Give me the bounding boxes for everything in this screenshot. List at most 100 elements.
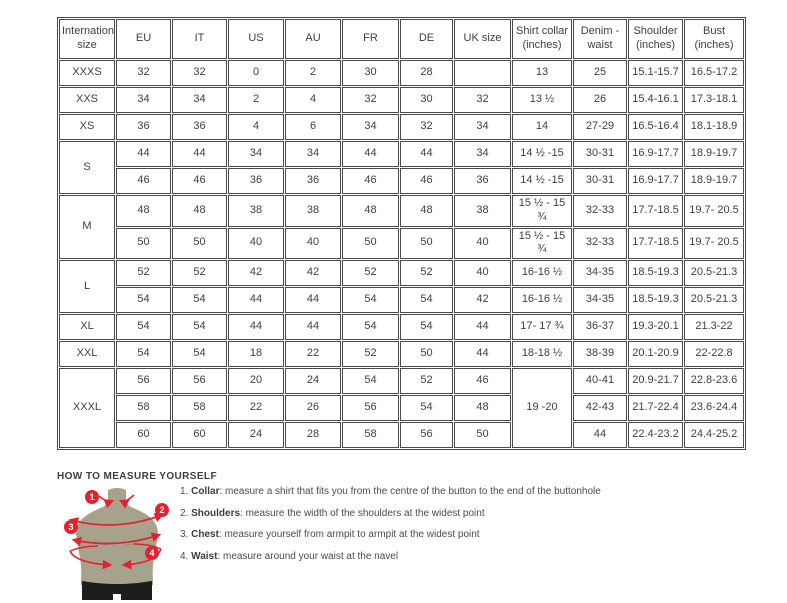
table-cell: 54 — [342, 314, 399, 340]
column-header-6: DE — [400, 19, 453, 59]
table-cell: 42-43 — [573, 395, 627, 421]
table-cell: 46 — [116, 168, 171, 194]
table-cell: 46 — [342, 168, 399, 194]
measure-content: 1 2 3 4 1. Collar: measure a shirt that fit… — [57, 485, 787, 603]
table-row: XL 54 54 44 44 54 54 44 17- 17 ¾ 36-37 19.3-20.1 21… — [59, 314, 744, 340]
table-cell: 16-16 ½ — [512, 287, 572, 313]
table-cell: 23.6-24.4 — [684, 395, 744, 421]
table-cell: 30 — [400, 87, 453, 113]
step-number: 1. — [180, 486, 192, 497]
table-cell: 46 — [172, 168, 227, 194]
table-cell: 22.8-23.6 — [684, 368, 744, 394]
table-cell: 50 — [116, 227, 171, 259]
table-cell: 50 — [400, 341, 453, 367]
table-cell: 54 — [116, 314, 171, 340]
table-cell: 17.7-18.5 — [628, 195, 683, 227]
measurement-figure: 1 2 3 4 — [58, 485, 176, 603]
table-cell: 52 — [116, 260, 171, 286]
column-header-4: AU — [285, 19, 341, 59]
table-cell: 22 — [228, 395, 284, 421]
table-cell: 46 — [454, 368, 511, 394]
table-row: XXS 34 34 2 4 32 30 32 13 ½ 26 15.4-16.1 17.3-18.1 — [59, 87, 744, 113]
table-cell: 18.5-19.3 — [628, 260, 683, 286]
table-cell: 44 — [573, 422, 627, 448]
table-cell: 38 — [285, 195, 341, 227]
table-cell: 52 — [172, 260, 227, 286]
table-cell: 34 — [228, 141, 284, 167]
table-cell — [454, 60, 511, 86]
column-header-10: Shoulder (inches) — [628, 19, 683, 59]
step-label: Shoulders — [191, 507, 241, 519]
column-header-8: Shirt collar (inches) — [512, 19, 572, 59]
table-row: XXL 54 54 18 22 52 50 44 18-18 ½ 38-39 20.1-20.9 22… — [59, 341, 744, 367]
table-cell: 44 — [454, 341, 511, 367]
table-cell: 13 ½ — [512, 87, 572, 113]
measure-instructions: 1. Collar: measure a shirt that fits you… — [176, 486, 601, 572]
table-cell: 36 — [285, 168, 341, 194]
table-cell: 44 — [454, 314, 511, 340]
table-row: XS 36 36 4 6 34 32 34 14 27-29 16.5-16.4 18.1-18.9 — [59, 114, 744, 140]
step-text: : measure the width of the shoulders at … — [240, 507, 485, 519]
table-row: XXXS 32 32 0 2 30 28 13 25 15.1-15.7 16.5-17.2 — [59, 60, 744, 86]
table-cell: 38 — [454, 195, 511, 227]
step-text: : measure a shirt that fits you from the… — [219, 486, 601, 497]
measure-step-1: 1. Collar: measure a shirt that fits you… — [180, 486, 601, 497]
table-cell: 60 — [116, 422, 171, 448]
table-cell: 2 — [285, 60, 341, 86]
table-cell: 42 — [228, 260, 284, 286]
column-header-11: Bust (inches) — [684, 19, 744, 59]
mannequin-torso — [76, 488, 158, 585]
table-cell: 50 — [172, 227, 227, 259]
table-cell: 44 — [116, 141, 171, 167]
column-header-9: Denim - waist — [573, 19, 627, 59]
table-cell: 50 — [342, 227, 399, 259]
table-cell: 20.5-21.3 — [684, 287, 744, 313]
table-cell: 15 ½ - 15 ¾ — [512, 195, 572, 227]
table-cell: 15 ½ - 15 ¾ — [512, 227, 572, 259]
table-cell: 52 — [342, 260, 399, 286]
table-cell: 18.9-19.7 — [684, 168, 744, 194]
column-header-5: FR — [342, 19, 399, 59]
table-cell: 52 — [400, 260, 453, 286]
table-cell: 52 — [400, 368, 453, 394]
table-cell: 4 — [285, 87, 341, 113]
table-cell: 38-39 — [573, 341, 627, 367]
table-cell: 54 — [116, 341, 171, 367]
table-cell: 54 — [172, 341, 227, 367]
table-cell: 32 — [400, 114, 453, 140]
table-cell: 54 — [400, 314, 453, 340]
table-cell: 24 — [285, 368, 341, 394]
table-cell: 54 — [342, 368, 399, 394]
size-label-cell: M — [59, 195, 115, 259]
figure-marker-3: 3 — [64, 520, 78, 534]
table-cell: 34 — [342, 114, 399, 140]
table-cell: 24.4-25.2 — [684, 422, 744, 448]
table-row: 60 60 24 28 58 56 50 44 22.4-23.2 24.4-25.2 — [59, 422, 744, 448]
table-cell: 18.9-19.7 — [684, 141, 744, 167]
table-cell: 18 — [228, 341, 284, 367]
step-text: : measure yourself from armpit to armpit… — [218, 529, 480, 540]
table-cell: 32 — [172, 60, 227, 86]
step-label: Collar — [191, 486, 220, 497]
table-cell: 16.5-17.2 — [684, 60, 744, 86]
table-cell: 40 — [285, 227, 341, 259]
table-cell: 58 — [172, 395, 227, 421]
table-cell: 34 — [285, 141, 341, 167]
table-cell: 21.3-22 — [684, 314, 744, 340]
table-cell: 16.5-16.4 — [628, 114, 683, 140]
collar-merged-cell: 19 -20 — [512, 368, 572, 448]
table-cell: 20.5-21.3 — [684, 260, 744, 286]
table-cell: 36 — [116, 114, 171, 140]
figure-marker-4: 4 — [145, 546, 159, 560]
table-cell: 17.3-18.1 — [684, 87, 744, 113]
measure-title: HOW TO MEASURE YOURSELF — [57, 471, 217, 482]
table-cell: 17- 17 ¾ — [512, 314, 572, 340]
table-cell: 16-16 ½ — [512, 260, 572, 286]
table-cell: 2 — [228, 87, 284, 113]
table-cell: 56 — [172, 368, 227, 394]
table-cell: 32 — [342, 87, 399, 113]
table-cell: 20.9-21.7 — [628, 368, 683, 394]
